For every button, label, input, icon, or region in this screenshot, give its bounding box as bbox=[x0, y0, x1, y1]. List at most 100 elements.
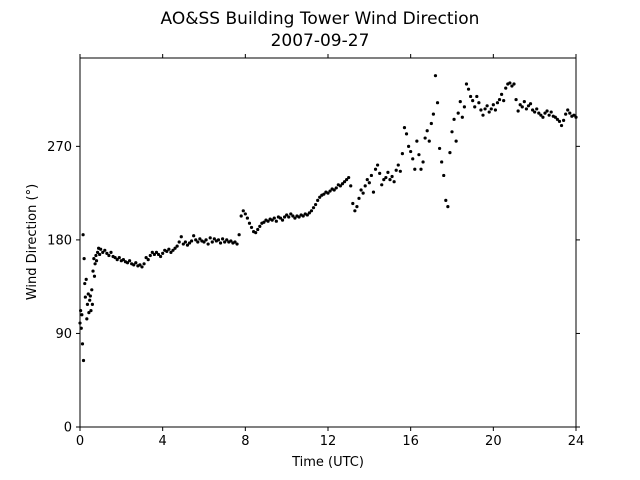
x-tick-label: 4 bbox=[159, 434, 167, 449]
data-point bbox=[113, 255, 117, 260]
data-point bbox=[86, 292, 90, 296]
data-point bbox=[390, 174, 394, 179]
data-point bbox=[431, 112, 435, 116]
data-point bbox=[161, 251, 165, 256]
data-point bbox=[92, 274, 97, 278]
data-point bbox=[512, 82, 516, 86]
data-point bbox=[394, 168, 398, 172]
data-point bbox=[438, 146, 442, 151]
data-point bbox=[190, 239, 194, 243]
data-point bbox=[508, 81, 512, 85]
data-point bbox=[421, 160, 425, 164]
data-point bbox=[183, 240, 187, 244]
data-point bbox=[559, 123, 564, 128]
data-point bbox=[229, 239, 233, 243]
data-point bbox=[462, 105, 466, 109]
x-tick-label: 0 bbox=[76, 434, 84, 449]
data-point bbox=[365, 178, 369, 182]
data-point bbox=[206, 242, 210, 246]
data-point bbox=[442, 173, 446, 178]
data-point bbox=[524, 107, 529, 111]
data-point bbox=[373, 167, 378, 171]
data-point bbox=[485, 104, 489, 108]
x-tick-label: 8 bbox=[241, 434, 249, 449]
data-point bbox=[307, 211, 311, 215]
data-point bbox=[212, 237, 216, 241]
data-point bbox=[103, 248, 107, 252]
data-point bbox=[187, 241, 192, 245]
data-point bbox=[285, 213, 289, 217]
data-point bbox=[415, 139, 419, 143]
data-point bbox=[504, 86, 508, 90]
data-point bbox=[363, 184, 367, 188]
x-tick-label: 20 bbox=[485, 434, 502, 449]
data-point bbox=[101, 250, 105, 254]
x-tick-label: 24 bbox=[568, 434, 585, 449]
data-point bbox=[262, 220, 266, 224]
data-point bbox=[88, 294, 92, 298]
data-point bbox=[526, 104, 531, 108]
data-point bbox=[566, 108, 570, 112]
data-point bbox=[98, 252, 102, 257]
data-point bbox=[419, 167, 423, 171]
data-point bbox=[204, 238, 208, 242]
data-point bbox=[105, 251, 109, 256]
data-point bbox=[568, 111, 572, 115]
data-point bbox=[473, 105, 477, 109]
data-point bbox=[88, 298, 92, 302]
data-point bbox=[340, 182, 345, 186]
data-point bbox=[256, 227, 260, 232]
data-point bbox=[289, 212, 293, 216]
data-point bbox=[216, 238, 221, 242]
data-point bbox=[144, 255, 148, 260]
data-point bbox=[398, 169, 402, 173]
data-point bbox=[382, 178, 386, 182]
data-point bbox=[380, 183, 384, 187]
data-point bbox=[156, 252, 161, 257]
data-point bbox=[514, 97, 518, 102]
y-tick-label: 180 bbox=[47, 233, 72, 248]
data-point bbox=[107, 253, 111, 258]
chart-title: AO&SS Building Tower Wind Direction bbox=[161, 9, 480, 29]
x-tick-label: 16 bbox=[402, 434, 419, 449]
data-point bbox=[342, 180, 347, 184]
data-point bbox=[140, 265, 144, 269]
data-point bbox=[411, 157, 415, 161]
data-point bbox=[148, 253, 152, 258]
data-point bbox=[169, 250, 173, 254]
data-point bbox=[518, 103, 522, 107]
data-point bbox=[332, 188, 336, 192]
data-point bbox=[500, 92, 504, 96]
data-point bbox=[235, 242, 239, 246]
data-point bbox=[90, 302, 94, 306]
data-point bbox=[223, 240, 227, 244]
data-point bbox=[83, 295, 87, 299]
data-point bbox=[318, 195, 322, 199]
data-point bbox=[528, 102, 533, 106]
y-tick-label: 270 bbox=[47, 140, 72, 155]
data-point bbox=[396, 163, 400, 167]
data-point bbox=[413, 167, 417, 171]
data-point bbox=[84, 277, 88, 281]
data-point bbox=[392, 180, 396, 184]
scatter-points bbox=[78, 74, 578, 363]
data-point bbox=[562, 118, 566, 122]
data-point bbox=[91, 269, 95, 273]
data-point bbox=[489, 107, 493, 111]
data-point bbox=[345, 178, 349, 182]
data-point bbox=[280, 218, 285, 222]
data-point bbox=[266, 219, 270, 223]
data-point bbox=[167, 247, 171, 251]
data-point bbox=[353, 209, 357, 213]
data-point bbox=[208, 236, 212, 240]
data-point bbox=[384, 175, 388, 180]
data-point bbox=[425, 129, 429, 133]
data-point bbox=[533, 110, 537, 114]
data-point bbox=[202, 240, 206, 244]
data-point bbox=[278, 216, 283, 220]
data-point bbox=[185, 243, 190, 247]
data-point bbox=[322, 192, 326, 196]
data-point bbox=[181, 242, 185, 246]
x-axis-label: Time (UTC) bbox=[291, 455, 364, 470]
